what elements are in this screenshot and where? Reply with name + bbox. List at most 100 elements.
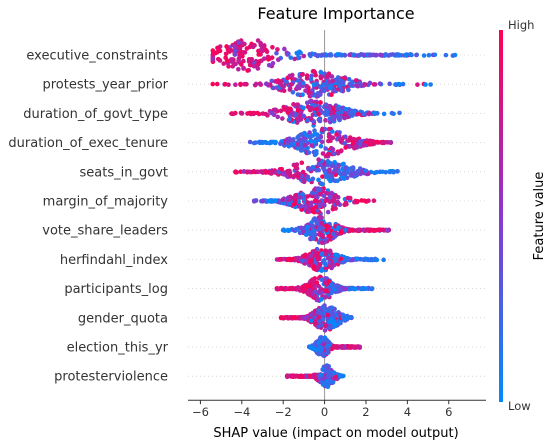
shap-point [316, 283, 322, 289]
shap-point [307, 130, 312, 135]
shap-point [239, 40, 245, 46]
shap-point [295, 285, 301, 290]
shap-point [330, 147, 336, 152]
shap-point [323, 171, 329, 176]
shap-point [306, 150, 312, 155]
shap-point [278, 256, 284, 262]
feature-label: duration_of_govt_type [23, 107, 168, 122]
shap-point [334, 201, 340, 206]
shap-point [327, 263, 333, 269]
shap-point [288, 82, 294, 87]
shap-point [327, 259, 332, 265]
shap-point [211, 51, 216, 56]
shap-point [423, 82, 428, 87]
shap-point [319, 277, 325, 283]
shap-point [260, 198, 265, 204]
shap-point [328, 174, 334, 179]
shap-point [298, 195, 303, 200]
shap-point [426, 52, 432, 58]
shap-point [251, 168, 257, 174]
x-tick-label: 4 [404, 405, 411, 419]
shap-point [217, 58, 223, 63]
shap-point [233, 82, 238, 88]
shap-point [320, 382, 326, 387]
shap-point [266, 198, 272, 204]
shap-point [312, 252, 317, 258]
shap-point [335, 52, 340, 57]
shap-point [329, 92, 334, 98]
shap-point [255, 66, 261, 71]
shap-point [266, 83, 271, 88]
shap-point [319, 139, 325, 145]
shap-point [232, 48, 238, 54]
shap-point [316, 111, 321, 117]
shap-point [294, 102, 300, 107]
shap-point [324, 344, 330, 350]
shap-point [320, 82, 326, 88]
shap-point [287, 73, 293, 79]
shap-point [259, 46, 265, 52]
shap-point [244, 46, 250, 51]
shap-point [308, 345, 314, 351]
shap-point [355, 83, 361, 89]
shap-point [291, 102, 296, 107]
shap-point [294, 50, 300, 56]
shap-point [334, 283, 339, 289]
shap-point [326, 138, 331, 144]
shap-point [353, 78, 359, 83]
shap-point [314, 81, 320, 86]
shap-point [354, 256, 359, 262]
shap-point [297, 82, 302, 87]
shap-point [302, 130, 307, 136]
shap-point [299, 204, 304, 209]
shap-point [348, 345, 353, 350]
shap-point [339, 136, 345, 142]
shap-point [316, 177, 321, 183]
shap-point [342, 115, 347, 121]
feature-label: protesterviolence [54, 370, 168, 385]
shap-point [279, 166, 285, 172]
shap-point [276, 169, 282, 175]
shap-point [355, 111, 361, 117]
shap-point [340, 314, 346, 320]
shap-point [319, 215, 324, 220]
shap-point [299, 160, 305, 166]
shap-point [350, 257, 355, 263]
shap-point [287, 173, 293, 178]
shap-point [322, 202, 327, 208]
shap-point [321, 52, 327, 58]
shap-point [325, 349, 330, 355]
shap-point [325, 74, 330, 79]
shap-point [266, 57, 271, 62]
shap-point [337, 287, 343, 293]
shap-point [301, 81, 306, 86]
feature-label: margin_of_majority [43, 195, 169, 210]
shap-point [304, 83, 309, 89]
shap-point [326, 131, 332, 137]
shap-point [311, 265, 316, 271]
shap-point [263, 170, 269, 175]
shap-point [302, 252, 308, 258]
shap-point [332, 314, 337, 319]
shap-point [334, 164, 339, 169]
shap-point [320, 376, 326, 381]
shap-point [301, 226, 307, 231]
shap-point [292, 173, 297, 179]
shap-point [326, 106, 332, 111]
shap-point [400, 81, 406, 87]
feature-label: duration_of_exec_tenure [8, 136, 168, 151]
shap-point [325, 384, 331, 390]
colorbar [499, 30, 503, 402]
shap-point [334, 106, 340, 111]
shap-point [414, 52, 419, 58]
shap-point [329, 74, 335, 79]
shap-point [331, 344, 337, 349]
shap-point [260, 111, 266, 116]
shap-point [351, 136, 357, 142]
shap-point [319, 346, 325, 352]
shap-point [296, 134, 301, 139]
shap-point [333, 206, 338, 211]
shap-point [277, 286, 283, 292]
shap-point [339, 109, 344, 115]
shap-point [323, 118, 328, 123]
